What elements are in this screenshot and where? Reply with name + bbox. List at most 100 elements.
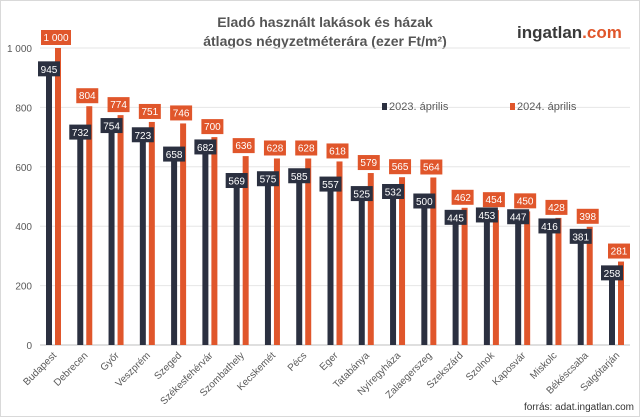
data-label-2024: 774 (110, 100, 127, 111)
data-label-2023: 682 (197, 143, 214, 154)
data-label-bg-2024 (451, 189, 474, 205)
data-label-2024: 628 (267, 143, 284, 154)
bar-2023 (577, 231, 584, 345)
bar-2024 (55, 48, 61, 345)
data-label-bg-2023 (319, 176, 342, 192)
data-label-bg-2023 (413, 193, 436, 209)
y-tick-label: 0 (26, 341, 32, 352)
data-label-2024: 565 (392, 162, 409, 173)
data-label-bg-2023 (382, 183, 405, 199)
data-label-2024: 1 000 (43, 33, 68, 44)
data-label-bg-2023 (288, 168, 311, 184)
data-label-bg-2024 (138, 103, 161, 119)
bar-2023 (327, 179, 334, 345)
data-label-2023: 445 (447, 213, 464, 224)
data-label-2024: 579 (360, 158, 377, 169)
data-label-2024: 428 (548, 203, 565, 214)
chart-title-line2: átlagos négyzetméterára (ezer Ft/m²) (203, 33, 447, 49)
legend-swatch-2024 (510, 103, 515, 110)
data-label-bg-2023 (538, 218, 561, 234)
bar-2024 (461, 207, 468, 345)
data-label-bg-2023 (475, 207, 498, 223)
data-label-2023: 658 (166, 150, 183, 161)
data-label-2023: 500 (416, 197, 433, 208)
data-label-2024: 751 (141, 107, 158, 118)
data-label-2023: 723 (134, 131, 151, 142)
bar-2023 (108, 121, 115, 345)
data-label-bg-2024 (514, 193, 537, 209)
bar-2024 (367, 173, 374, 345)
data-label-2023: 453 (479, 211, 496, 222)
data-label-bg-2024 (263, 140, 286, 156)
x-tick-label: Győr (99, 350, 123, 374)
y-tick-label: 200 (15, 282, 32, 293)
x-tick-label: Miskolc (528, 350, 559, 381)
data-label-bg-2024 (107, 97, 130, 113)
data-label-bg-2024 (545, 199, 568, 215)
y-tick-label: 1 000 (7, 44, 32, 55)
data-label-bg-2023 (38, 61, 60, 77)
data-label-bg-2023 (569, 228, 592, 244)
bar-2023 (202, 142, 209, 345)
legend-swatch-2023 (382, 103, 387, 110)
data-label-bg-2024 (232, 138, 255, 154)
data-label-bg-2024 (357, 155, 380, 171)
data-label-2023: 585 (291, 172, 308, 183)
bar-2024 (586, 226, 593, 345)
data-label-2024: 618 (329, 146, 346, 157)
data-label-bg-2023 (131, 127, 154, 143)
bar-2024 (117, 115, 124, 345)
data-label-2024: 564 (423, 162, 440, 173)
data-label-2024: 281 (611, 247, 628, 258)
chart-title-line1: Eladó használt lakások és házak (217, 14, 433, 30)
data-label-bg-2024 (326, 143, 349, 159)
bar-2024 (336, 161, 343, 345)
data-label-bg-2024 (420, 159, 443, 175)
bar-2024 (148, 121, 155, 345)
x-tick-label: Pécs (286, 350, 310, 374)
bar-2024 (399, 177, 406, 345)
data-label-2024: 700 (204, 122, 221, 133)
bar-2023 (515, 212, 522, 345)
data-label-2023: 575 (260, 175, 277, 186)
data-label-2023: 945 (41, 65, 58, 76)
data-label-2023: 381 (572, 232, 589, 243)
bar-2024 (86, 106, 93, 345)
data-label-2023: 732 (72, 128, 89, 139)
bar-2023 (264, 174, 271, 345)
data-label-bg-2023 (601, 265, 623, 281)
bar-2024 (430, 177, 437, 345)
data-label-bg-2024 (576, 208, 599, 224)
bar-2023 (171, 149, 178, 345)
data-label-bg-2023 (100, 118, 123, 134)
x-tick-label: Debrecen (52, 350, 90, 388)
data-label-bg-2023 (507, 209, 530, 225)
data-label-bg-2023 (256, 171, 279, 187)
logo-part1: ingatlan (517, 23, 582, 42)
bar-2023 (139, 130, 146, 345)
bar-2024 (211, 137, 218, 345)
legend-label-2023: 2023. április (389, 101, 449, 113)
data-label-bg-2023 (444, 209, 467, 225)
data-label-2023: 754 (103, 122, 120, 133)
x-tick-label: Kaposvár (491, 350, 529, 388)
y-tick-label: 800 (15, 103, 32, 114)
data-label-bg-2023 (225, 173, 248, 189)
data-label-bg-2024 (482, 192, 505, 208)
bar-2023 (46, 64, 52, 346)
logo-part2: .com (582, 23, 622, 42)
bar-2023 (233, 176, 240, 345)
data-label-2024: 454 (486, 195, 503, 206)
bar-2023 (483, 210, 490, 345)
bar-2024 (618, 261, 624, 345)
data-label-bg-2024 (389, 159, 412, 175)
bar-2023 (296, 171, 303, 345)
x-tick-label: Eger (318, 350, 341, 373)
data-label-bg-2024 (170, 105, 193, 121)
data-label-bg-2024 (608, 243, 630, 259)
data-label-2024: 636 (235, 141, 252, 152)
data-label-2024: 746 (173, 108, 190, 119)
y-tick-label: 400 (15, 222, 32, 233)
ingatlan-logo: ingatlan.com (517, 23, 622, 42)
data-label-2023: 532 (385, 187, 402, 198)
